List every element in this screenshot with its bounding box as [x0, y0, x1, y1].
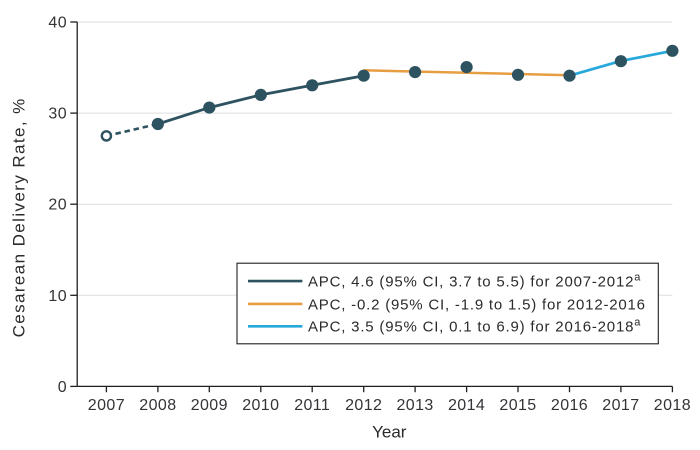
svg-text:30: 30 [48, 106, 67, 123]
svg-text:2016: 2016 [551, 397, 588, 414]
svg-text:20: 20 [48, 197, 67, 214]
svg-text:APC, 3.5 (95% CI, 0.1 to 6.9): APC, 3.5 (95% CI, 0.1 to 6.9) for 2016-2… [308, 317, 641, 336]
svg-text:2013: 2013 [396, 397, 433, 414]
svg-text:10: 10 [48, 288, 67, 305]
svg-text:40: 40 [48, 15, 67, 32]
svg-text:2018: 2018 [654, 397, 691, 414]
svg-text:2011: 2011 [294, 397, 330, 414]
svg-text:2009: 2009 [191, 397, 228, 414]
svg-text:APC, -0.2 (95% CI, -1.9 to 1.5: APC, -0.2 (95% CI, -1.9 to 1.5) for 2012… [308, 296, 646, 313]
svg-text:Year: Year [372, 423, 407, 442]
svg-text:2007: 2007 [88, 397, 125, 414]
svg-text:2017: 2017 [602, 397, 639, 414]
svg-text:APC, 4.6 (95% CI, 3.7 to 5.5): APC, 4.6 (95% CI, 3.7 to 5.5) for 2007-2… [308, 272, 641, 291]
svg-text:0: 0 [58, 379, 67, 396]
svg-text:2010: 2010 [242, 397, 279, 414]
svg-text:2008: 2008 [139, 397, 176, 414]
svg-text:2015: 2015 [499, 397, 536, 414]
svg-text:Cesarean Delivery Rate, %: Cesarean Delivery Rate, % [10, 97, 29, 337]
svg-text:2012: 2012 [345, 397, 382, 414]
svg-text:2014: 2014 [448, 397, 485, 414]
